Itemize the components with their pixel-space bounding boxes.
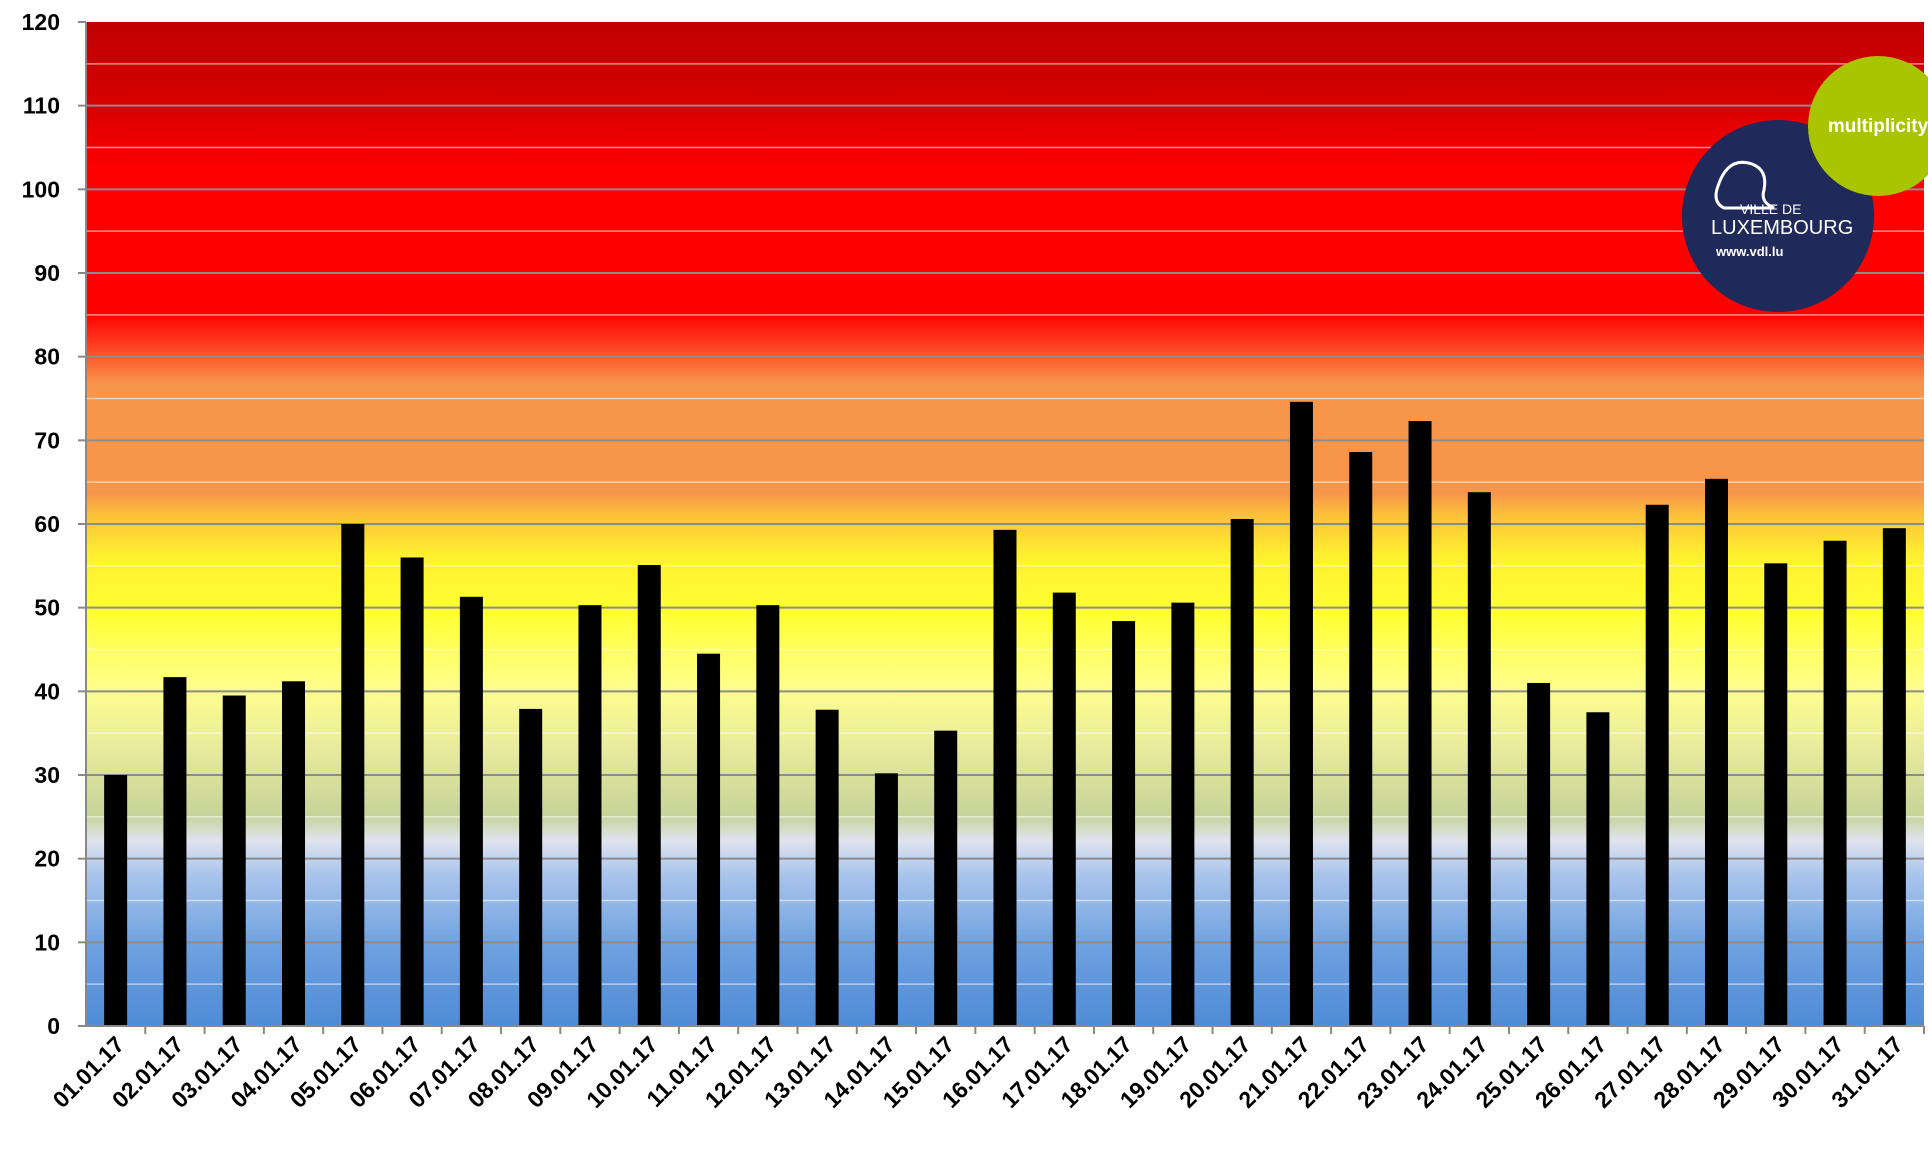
bar <box>282 681 306 1026</box>
vdl-line2: LUXEMBOURG <box>1711 217 1853 239</box>
bar <box>1764 563 1788 1026</box>
bar <box>459 596 483 1026</box>
y-tick-label: 50 <box>34 595 60 621</box>
bar <box>1230 518 1254 1026</box>
bar <box>1645 504 1669 1026</box>
bar <box>519 708 543 1026</box>
bar <box>874 773 898 1026</box>
multiplicity-text: multiplicity <box>1828 116 1928 137</box>
bar <box>104 775 128 1026</box>
bar <box>1171 602 1195 1026</box>
bar <box>163 677 187 1026</box>
y-tick-labels: 0 10 20 30 40 50 60 70 80 90 100 110 120 <box>22 9 86 1039</box>
bar <box>341 524 365 1026</box>
y-tick-label: 60 <box>34 511 60 537</box>
x-tick-labels: 01.01.1702.01.1703.01.1704.01.1705.01.17… <box>47 1026 1925 1113</box>
bar <box>578 605 602 1026</box>
y-tick-label: 110 <box>23 93 60 119</box>
bar <box>1467 492 1491 1026</box>
bar <box>1112 621 1136 1026</box>
y-tick-label: 30 <box>34 762 60 788</box>
lion-icon <box>1714 160 1775 210</box>
multiplicity-logo: multiplicity <box>1808 56 1928 196</box>
bar <box>697 653 721 1026</box>
bar <box>815 709 839 1026</box>
bar <box>400 557 424 1026</box>
bar <box>1527 682 1551 1026</box>
y-tick-label: 0 <box>47 1013 60 1039</box>
bar <box>934 730 958 1026</box>
bar <box>1704 478 1728 1026</box>
bar <box>637 564 661 1026</box>
y-tick-label: 40 <box>34 678 60 704</box>
y-tick-label: 80 <box>34 344 60 370</box>
bars <box>104 401 1906 1027</box>
y-tick-label: 120 <box>22 9 60 35</box>
multiplicity-logo-circle <box>1808 56 1928 196</box>
bar <box>1408 421 1432 1027</box>
y-tick-label: 20 <box>34 846 60 872</box>
bar <box>756 605 780 1026</box>
y-tick-label: 10 <box>34 929 60 955</box>
bar <box>1586 712 1610 1026</box>
bar <box>1882 528 1906 1026</box>
bar <box>222 695 246 1026</box>
bar <box>1289 401 1313 1026</box>
vdl-url: www.vdl.lu <box>1715 244 1783 259</box>
bar <box>993 529 1017 1026</box>
y-tick-label: 90 <box>34 260 60 286</box>
y-tick-label: 70 <box>34 427 60 453</box>
y-tick-label: 100 <box>22 176 60 202</box>
bar <box>1052 592 1076 1026</box>
bar <box>1823 540 1847 1026</box>
bar <box>1349 452 1373 1027</box>
vdl-line1: VILLE DE <box>1740 201 1801 217</box>
